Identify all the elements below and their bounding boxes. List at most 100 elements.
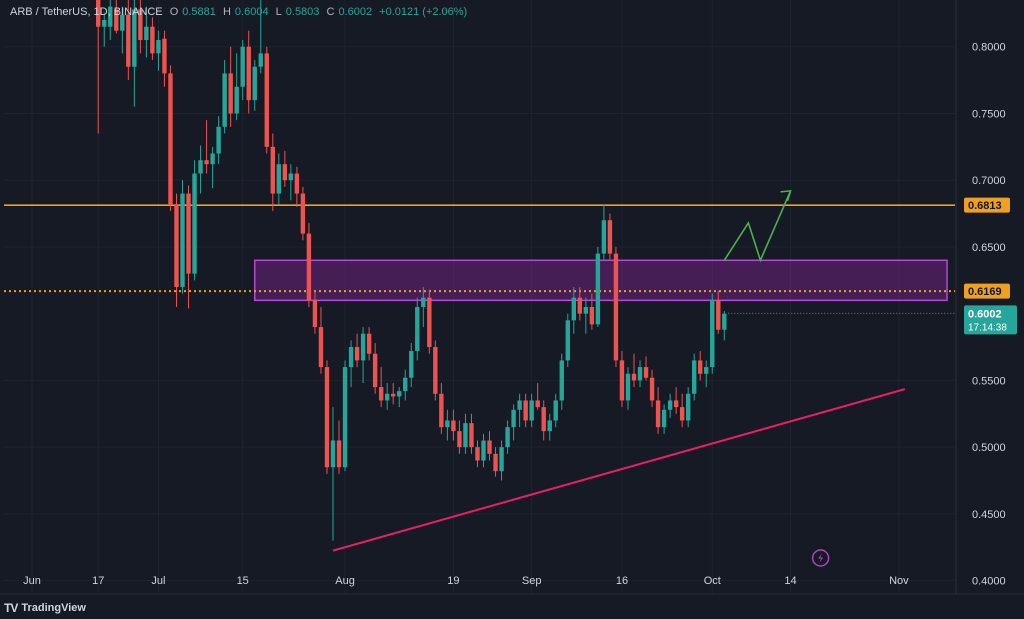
candle-body[interactable] — [186, 193, 191, 274]
candle-body[interactable] — [192, 173, 197, 274]
candle-body[interactable] — [234, 86, 239, 114]
candle-body[interactable] — [324, 367, 330, 468]
support-trendline[interactable] — [332, 388, 906, 552]
candle-body[interactable] — [571, 297, 576, 321]
candle-body[interactable] — [649, 377, 655, 401]
candle-body[interactable] — [481, 440, 486, 461]
candle-body[interactable] — [168, 73, 173, 205]
projection-arrow[interactable] — [723, 190, 792, 263]
candle-body[interactable] — [246, 46, 251, 101]
candle-body[interactable] — [342, 367, 348, 468]
candle-body[interactable] — [252, 66, 257, 101]
candle-body[interactable] — [547, 420, 552, 432]
candle-body[interactable] — [655, 400, 661, 428]
candle-body[interactable] — [354, 347, 360, 361]
candle-body[interactable] — [144, 26, 149, 41]
candle-body[interactable] — [698, 360, 703, 374]
candle-body[interactable] — [463, 423, 468, 448]
tradingview-logo[interactable]: TV TradingView — [4, 601, 86, 615]
candle-body[interactable] — [475, 447, 480, 461]
candle-body[interactable] — [565, 320, 570, 361]
candle-body[interactable] — [222, 73, 227, 127]
candle-body[interactable] — [409, 351, 414, 378]
candle-body[interactable] — [661, 409, 667, 428]
candle-body[interactable] — [138, 9, 143, 41]
candle-body[interactable] — [433, 347, 438, 394]
candle-body[interactable] — [330, 440, 336, 468]
candle-body[interactable] — [619, 360, 625, 401]
candle-body[interactable] — [204, 160, 209, 165]
candle-body[interactable] — [445, 420, 450, 428]
candle-body[interactable] — [589, 307, 595, 325]
candle-body[interactable] — [312, 300, 318, 328]
candle-body[interactable] — [216, 126, 221, 154]
candle-body[interactable] — [637, 367, 643, 381]
candle-body[interactable] — [180, 193, 185, 287]
resistance-zone[interactable] — [253, 259, 948, 302]
candle-body[interactable] — [108, 6, 113, 27]
candle-body[interactable] — [583, 307, 589, 314]
candle-body[interactable] — [559, 360, 564, 401]
candle-body[interactable] — [716, 300, 721, 330]
candle-body[interactable] — [318, 327, 324, 368]
candle-body[interactable] — [722, 313, 727, 330]
candle-body[interactable] — [577, 297, 583, 314]
candle-body[interactable] — [487, 440, 492, 454]
candle-body[interactable] — [372, 353, 378, 388]
candle-body[interactable] — [607, 220, 613, 254]
candle-body[interactable] — [300, 193, 306, 234]
candle-body[interactable] — [643, 367, 649, 378]
candle-body[interactable] — [553, 400, 558, 421]
candle-body[interactable] — [96, 0, 101, 27]
candle-body[interactable] — [631, 373, 637, 381]
candle-body[interactable] — [667, 400, 673, 410]
candle-body[interactable] — [625, 373, 631, 401]
candle-body[interactable] — [228, 73, 233, 114]
candle-body[interactable] — [685, 393, 691, 421]
candle-body[interactable] — [198, 160, 203, 174]
candle-body[interactable] — [397, 391, 402, 397]
candle-body[interactable] — [348, 347, 354, 368]
candle-body[interactable] — [673, 400, 679, 408]
candle-body[interactable] — [601, 220, 607, 254]
candle-body[interactable] — [288, 173, 294, 181]
candle-body[interactable] — [132, 9, 137, 67]
candle-body[interactable] — [517, 400, 522, 410]
candle-body[interactable] — [282, 164, 288, 181]
candle-body[interactable] — [126, 14, 131, 67]
candle-body[interactable] — [710, 300, 715, 368]
candle-body[interactable] — [264, 53, 269, 147]
candle-body[interactable] — [384, 393, 390, 401]
candle-body[interactable] — [162, 38, 167, 74]
candle-body[interactable] — [120, 14, 125, 31]
candle-body[interactable] — [505, 427, 510, 448]
candle-body[interactable] — [704, 367, 709, 374]
candle-body[interactable] — [523, 400, 528, 421]
candle-body[interactable] — [679, 407, 685, 421]
candle-body[interactable] — [336, 440, 342, 468]
candle-body[interactable] — [174, 204, 179, 287]
candle-body[interactable] — [270, 146, 275, 194]
candle-body[interactable] — [415, 307, 420, 352]
candle-body[interactable] — [360, 333, 366, 361]
candle-body[interactable] — [391, 393, 396, 397]
candle-body[interactable] — [595, 253, 601, 325]
candle-body[interactable] — [403, 377, 408, 392]
candle-body[interactable] — [541, 407, 546, 432]
candle-body[interactable] — [114, 9, 119, 31]
candle-body[interactable] — [240, 46, 245, 87]
candle-body[interactable] — [210, 153, 215, 165]
candle-body[interactable] — [102, 20, 107, 27]
symbol-title[interactable]: ARB / TetherUS, 1D, BINANCE — [10, 6, 163, 18]
candle-body[interactable] — [150, 26, 155, 54]
candle-body[interactable] — [511, 409, 516, 428]
candle-body[interactable] — [258, 53, 263, 67]
candle-body[interactable] — [306, 233, 312, 301]
candle-body[interactable] — [421, 297, 426, 308]
candle-body[interactable] — [457, 431, 462, 448]
candle-body[interactable] — [692, 360, 697, 394]
candle-body[interactable] — [156, 40, 161, 54]
candle-body[interactable] — [276, 164, 282, 194]
candle-body[interactable] — [378, 387, 384, 401]
